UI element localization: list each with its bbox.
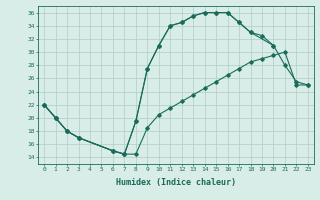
X-axis label: Humidex (Indice chaleur): Humidex (Indice chaleur)	[116, 178, 236, 187]
